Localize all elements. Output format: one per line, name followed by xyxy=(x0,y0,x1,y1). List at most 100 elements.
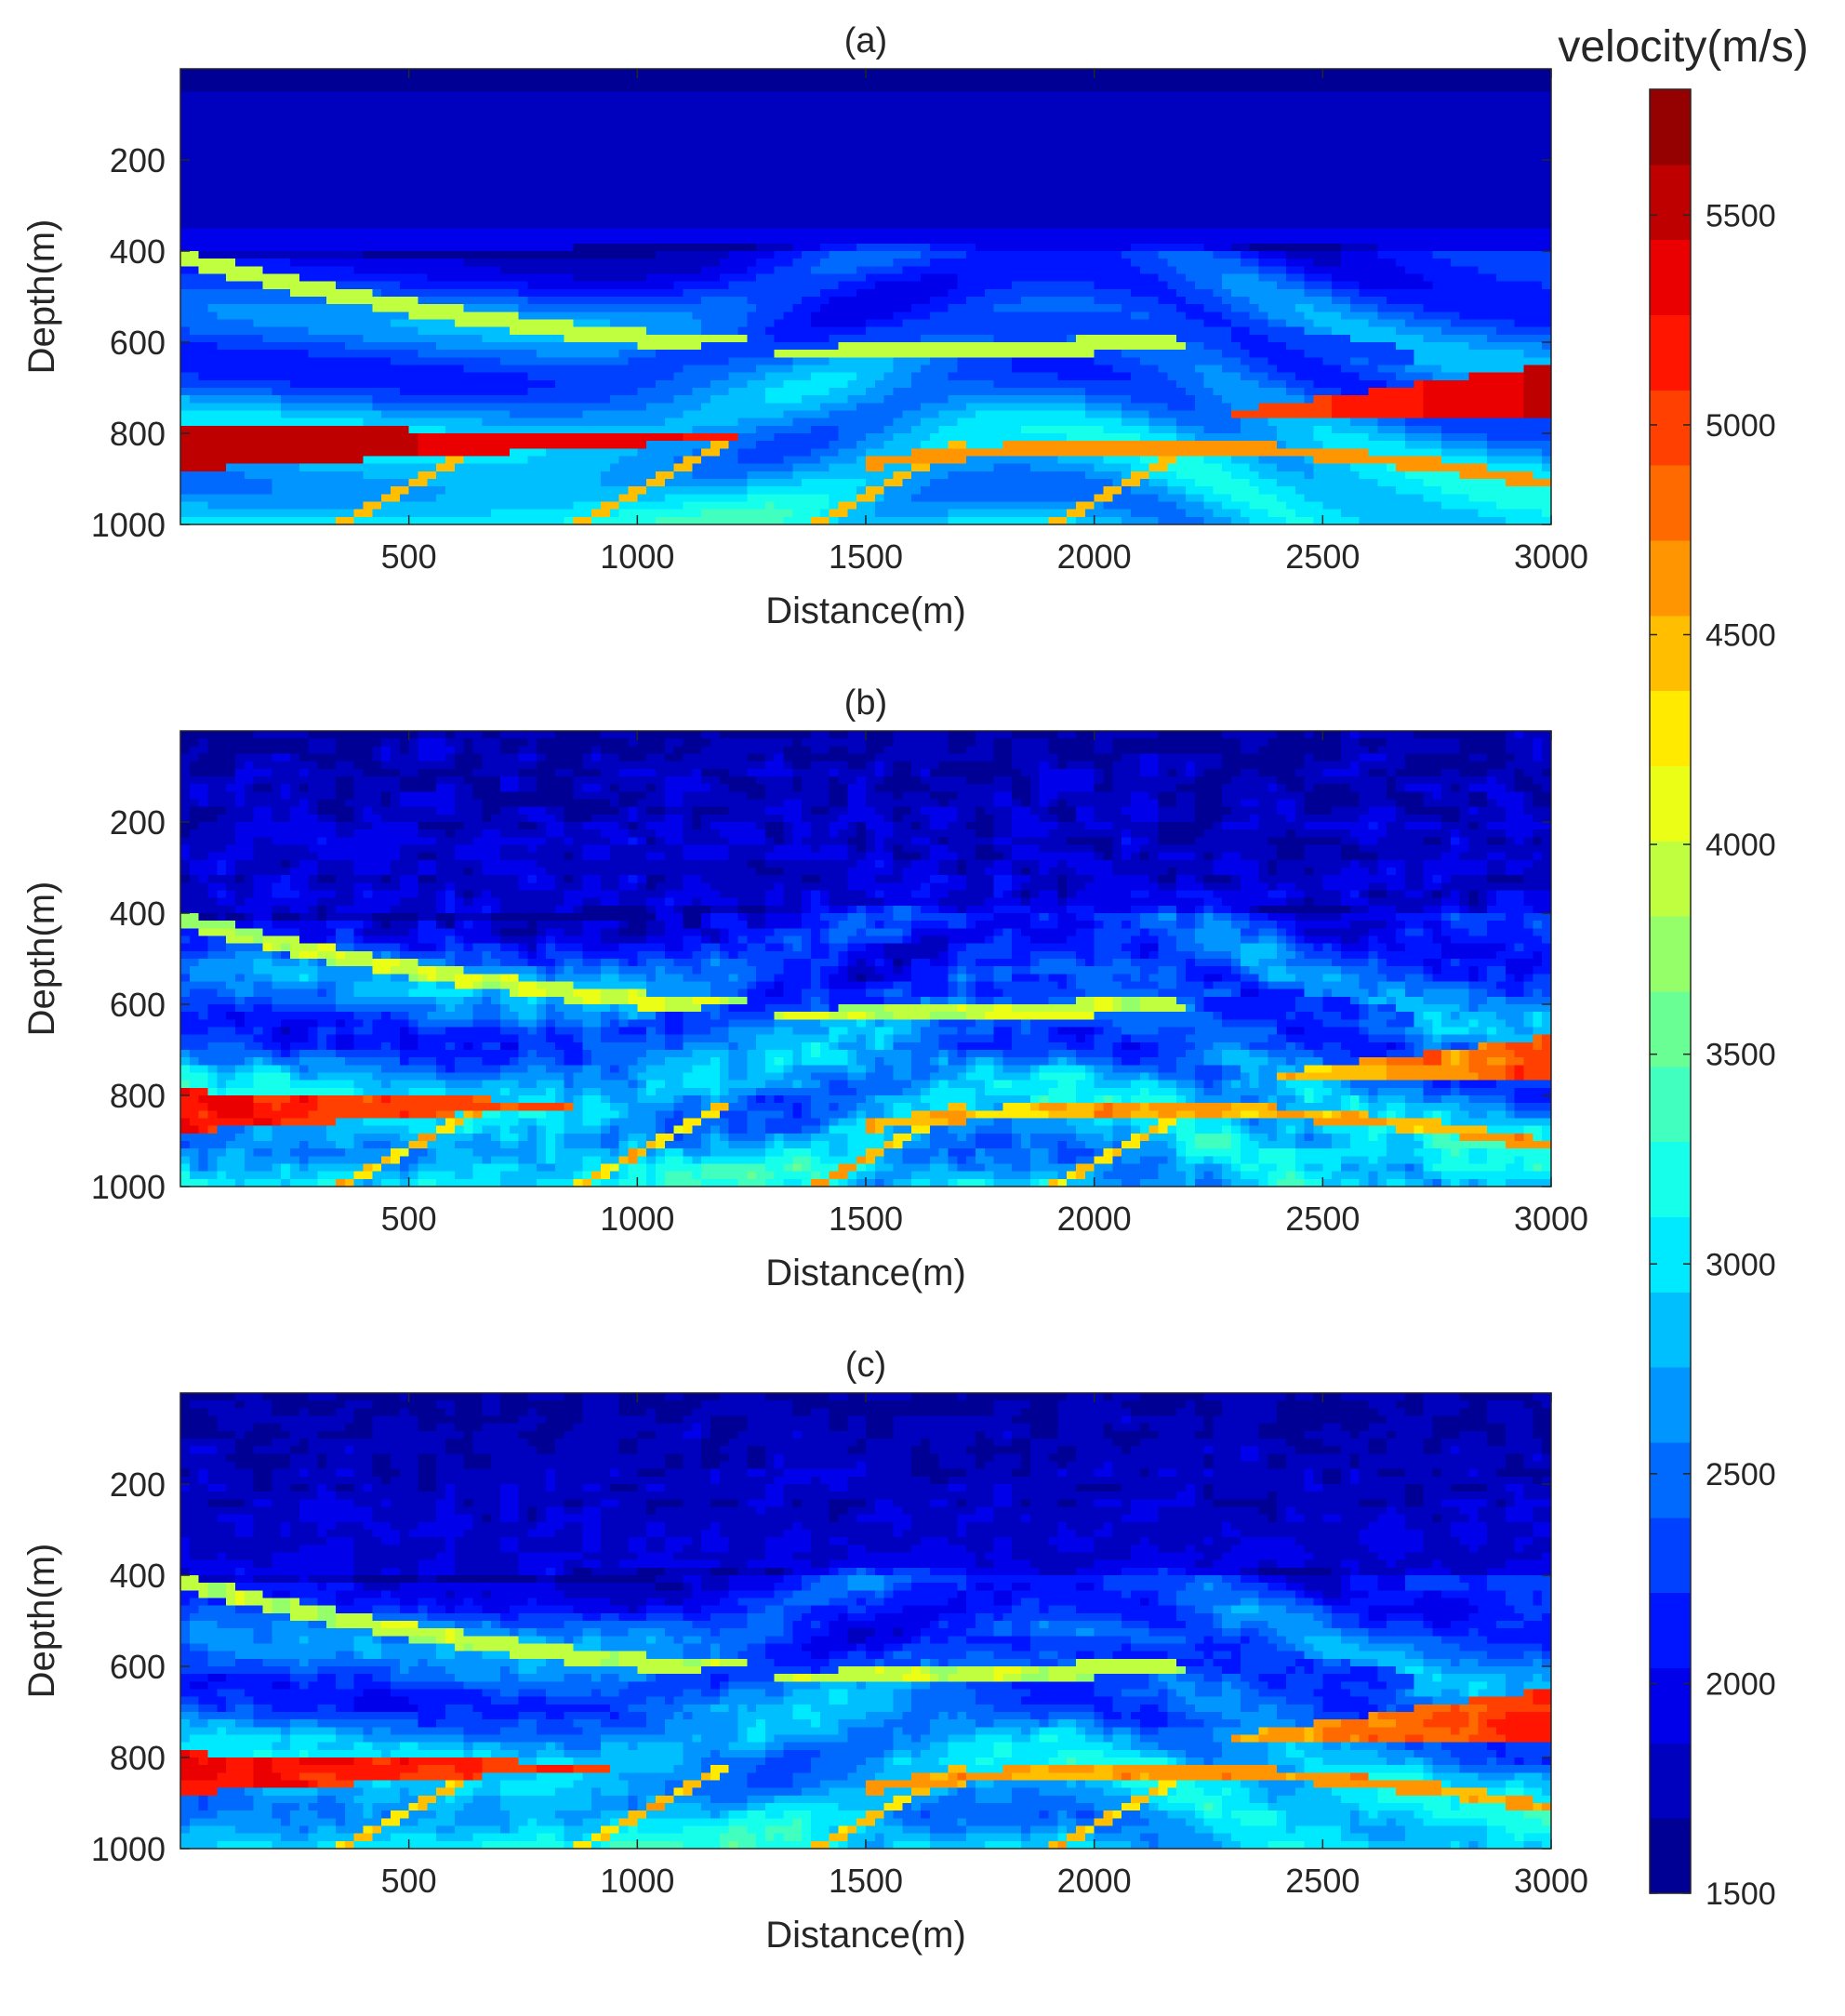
heatmap-cell xyxy=(564,471,575,480)
heatmap-cell xyxy=(747,365,757,374)
heatmap-cell xyxy=(253,425,264,434)
heatmap-cell xyxy=(811,471,821,480)
heatmap-cell xyxy=(546,388,556,396)
heatmap-cell xyxy=(336,456,346,465)
heatmap-cell xyxy=(564,266,575,275)
heatmap-cell xyxy=(792,395,803,404)
heatmap-cell xyxy=(783,106,793,115)
heatmap-cell xyxy=(189,259,200,267)
heatmap-cell xyxy=(938,182,949,192)
heatmap-cell xyxy=(655,501,666,511)
heatmap-cell xyxy=(591,410,602,419)
heatmap-cell xyxy=(180,76,191,85)
heatmap-cell xyxy=(573,182,583,192)
heatmap-cell xyxy=(819,206,830,214)
heatmap-cell xyxy=(336,206,346,214)
heatmap-cell xyxy=(874,350,885,358)
heatmap-cell xyxy=(499,91,511,100)
heatmap-cell xyxy=(856,99,867,108)
heatmap-cell xyxy=(701,372,711,381)
heatmap-cell xyxy=(272,501,282,511)
heatmap-cell xyxy=(189,319,200,328)
heatmap-cell xyxy=(710,281,721,290)
heatmap-cell xyxy=(874,342,885,351)
heatmap-cell xyxy=(518,69,529,77)
heatmap-cell xyxy=(381,463,392,472)
heatmap-cell xyxy=(317,266,327,275)
heatmap-cell xyxy=(317,182,327,192)
heatmap-cell xyxy=(527,433,538,442)
heatmap-cell xyxy=(308,175,318,184)
heatmap-cell xyxy=(509,259,520,267)
heatmap-cell xyxy=(198,319,209,328)
heatmap-cell xyxy=(463,365,474,374)
heatmap-cell xyxy=(482,235,492,245)
heatmap-cell xyxy=(344,251,355,259)
heatmap-cell xyxy=(491,388,501,396)
heatmap-cell xyxy=(783,433,793,442)
heatmap-cell xyxy=(737,259,748,267)
heatmap-cell xyxy=(911,509,922,518)
heatmap-cell xyxy=(692,182,702,192)
heatmap-cell xyxy=(217,190,227,199)
heatmap-cell xyxy=(582,297,592,305)
heatmap-cell xyxy=(811,76,821,85)
heatmap-cell xyxy=(929,297,940,305)
heatmap-cell xyxy=(811,167,821,176)
heatmap-cell xyxy=(381,137,392,146)
heatmap-cell xyxy=(253,190,264,199)
heatmap-cell xyxy=(856,350,867,358)
heatmap-cell xyxy=(554,342,565,351)
heatmap-cell xyxy=(372,266,382,275)
heatmap-cell xyxy=(226,220,236,230)
heatmap-cell xyxy=(856,129,867,139)
heatmap-cell xyxy=(509,312,520,321)
heatmap-cell xyxy=(829,190,840,199)
heatmap-cell xyxy=(866,494,876,503)
heatmap-cell xyxy=(920,441,931,449)
heatmap-cell xyxy=(326,69,337,77)
heatmap-cell xyxy=(491,471,501,480)
heatmap-cell xyxy=(601,372,611,381)
heatmap-cell xyxy=(253,304,264,312)
heatmap-cell xyxy=(353,114,365,123)
heatmap-cell xyxy=(509,297,520,305)
heatmap-cell xyxy=(399,441,410,449)
heatmap-cell xyxy=(326,206,337,214)
heatmap-cell xyxy=(764,197,776,206)
heatmap-cell xyxy=(317,152,327,161)
heatmap-cell xyxy=(399,152,410,161)
heatmap-cell xyxy=(701,494,711,503)
heatmap-cell xyxy=(272,304,282,312)
heatmap-cell xyxy=(189,494,200,503)
heatmap-cell xyxy=(226,357,236,366)
heatmap-cell xyxy=(856,206,867,214)
heatmap-cell xyxy=(866,365,876,374)
heatmap-cell xyxy=(391,326,401,336)
heatmap-cell xyxy=(856,433,867,442)
heatmap-cell xyxy=(628,418,638,427)
heatmap-cell xyxy=(226,288,236,298)
heatmap-cell xyxy=(317,388,327,396)
heatmap-cell xyxy=(664,334,675,343)
heatmap-cell xyxy=(683,342,693,351)
heatmap-cell xyxy=(308,190,318,199)
heatmap-cell xyxy=(491,206,501,214)
heatmap-cell xyxy=(838,304,848,312)
heatmap-cell xyxy=(701,220,711,230)
heatmap-cell xyxy=(234,190,246,199)
heatmap-cell xyxy=(829,516,840,525)
heatmap-cell xyxy=(573,122,583,130)
heatmap-cell xyxy=(710,448,721,458)
heatmap-cell xyxy=(399,312,410,321)
heatmap-cell xyxy=(874,266,885,275)
heatmap-cell xyxy=(929,144,940,153)
heatmap-cell xyxy=(482,213,492,221)
heatmap-cell xyxy=(546,418,556,427)
heatmap-cell xyxy=(591,350,602,358)
heatmap-cell xyxy=(372,388,382,396)
heatmap-cell xyxy=(719,99,730,108)
heatmap-cell xyxy=(929,501,940,511)
heatmap-cell xyxy=(546,288,556,298)
heatmap-cell xyxy=(618,448,630,458)
